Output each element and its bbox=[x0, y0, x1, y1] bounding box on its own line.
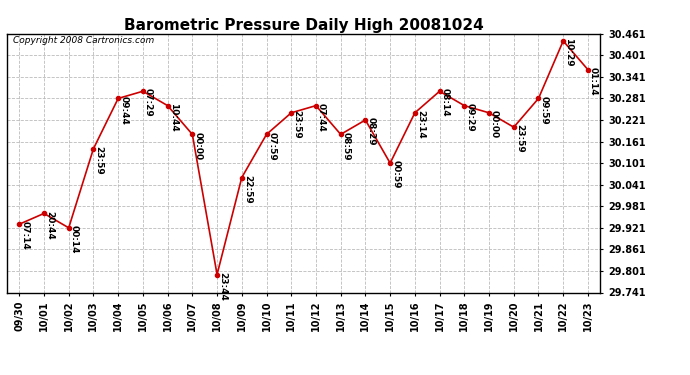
Text: 00:59: 00:59 bbox=[391, 160, 400, 189]
Text: 07:29: 07:29 bbox=[144, 88, 153, 117]
Text: 08:59: 08:59 bbox=[342, 132, 351, 160]
Title: Barometric Pressure Daily High 20081024: Barometric Pressure Daily High 20081024 bbox=[124, 18, 484, 33]
Text: 23:44: 23:44 bbox=[218, 272, 227, 301]
Text: 09:44: 09:44 bbox=[119, 96, 128, 124]
Text: 07:14: 07:14 bbox=[20, 222, 29, 250]
Text: 23:59: 23:59 bbox=[293, 110, 302, 139]
Text: 01:14: 01:14 bbox=[589, 67, 598, 96]
Text: 23:59: 23:59 bbox=[95, 146, 103, 175]
Text: 00:00: 00:00 bbox=[490, 110, 499, 138]
Text: Copyright 2008 Cartronics.com: Copyright 2008 Cartronics.com bbox=[13, 36, 154, 45]
Text: 10:29: 10:29 bbox=[564, 38, 573, 67]
Text: 00:00: 00:00 bbox=[193, 132, 202, 160]
Text: 09:29: 09:29 bbox=[465, 103, 474, 132]
Text: 00:14: 00:14 bbox=[70, 225, 79, 254]
Text: 07:44: 07:44 bbox=[317, 103, 326, 132]
Text: 22:59: 22:59 bbox=[243, 175, 252, 204]
Text: 23:59: 23:59 bbox=[515, 124, 524, 153]
Text: 20:44: 20:44 bbox=[45, 211, 54, 239]
Text: 10:44: 10:44 bbox=[168, 103, 177, 132]
Text: 08:14: 08:14 bbox=[441, 88, 450, 117]
Text: 23:14: 23:14 bbox=[416, 110, 425, 139]
Text: 07:59: 07:59 bbox=[268, 132, 277, 160]
Text: 09:59: 09:59 bbox=[540, 96, 549, 124]
Text: 08:29: 08:29 bbox=[366, 117, 375, 146]
